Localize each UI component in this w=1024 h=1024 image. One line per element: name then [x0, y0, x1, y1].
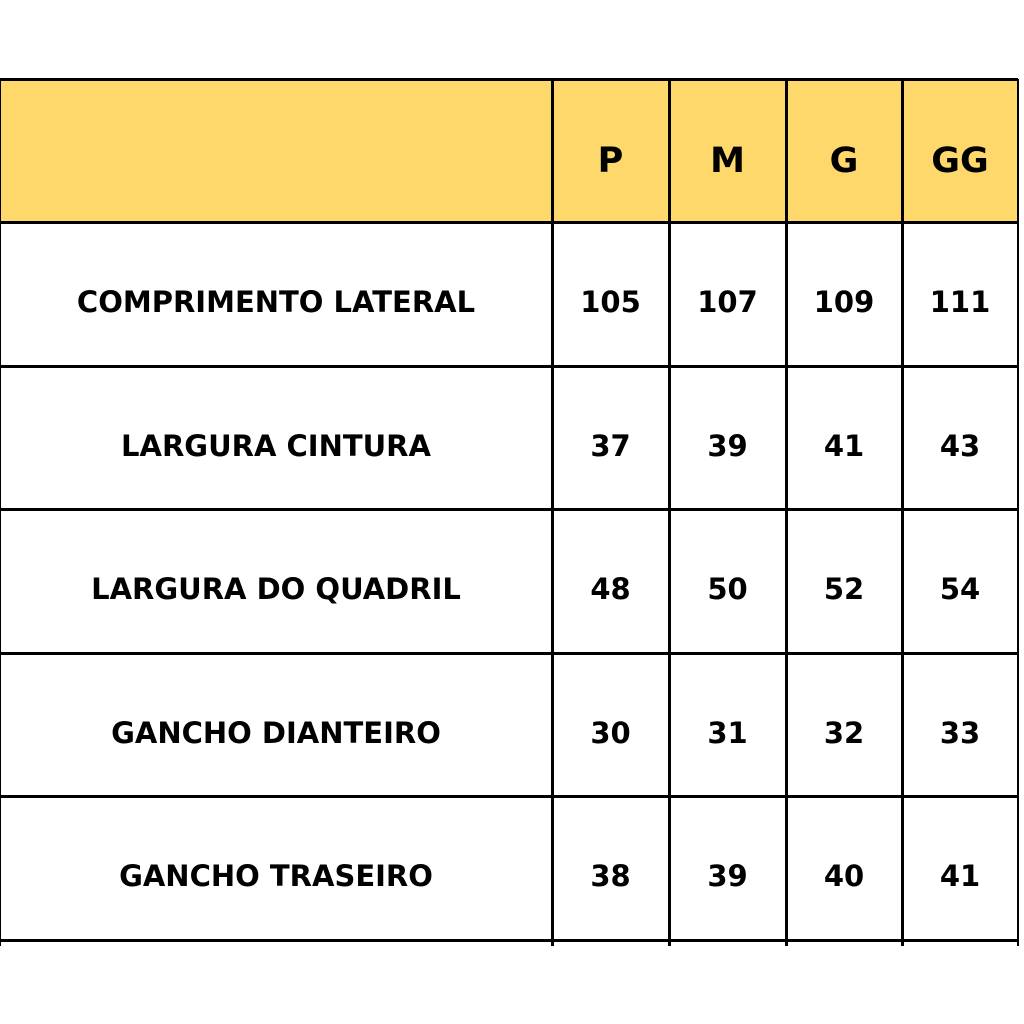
- column-header-m: M: [710, 140, 745, 181]
- table-cell: 50: [707, 572, 748, 606]
- table-cell: 39: [707, 428, 748, 463]
- table-cell: 33: [939, 715, 981, 750]
- table-cell: 39: [707, 859, 748, 893]
- grid-line-vertical: [0, 79, 1, 946]
- table-cell: 109: [813, 285, 875, 319]
- grid-line-horizontal: [0, 508, 1018, 511]
- table-cell: 52: [823, 572, 865, 606]
- column-header-gg: GG: [931, 140, 989, 181]
- table-cell: 31: [707, 715, 748, 750]
- grid-line-horizontal: [0, 795, 1018, 798]
- table-cell: 105: [580, 285, 641, 319]
- table-cell: 41: [939, 859, 981, 893]
- table-cell: 48: [590, 572, 631, 606]
- grid-line-vertical: [901, 79, 904, 946]
- grid-line-vertical: [785, 79, 788, 946]
- grid-line-horizontal: [0, 221, 1018, 224]
- row-label: GANCHO TRASEIRO: [119, 859, 433, 893]
- table-cell: 38: [590, 859, 631, 893]
- table-cell: 40: [823, 859, 865, 893]
- grid-line-vertical: [551, 79, 554, 946]
- grid-line-horizontal: [0, 78, 1018, 81]
- row-label: GANCHO DIANTEIRO: [111, 715, 441, 750]
- table-cell: 41: [823, 428, 865, 463]
- row-label: LARGURA DO QUADRIL: [91, 572, 461, 606]
- table-cell: 37: [590, 428, 631, 463]
- table-cell: 32: [823, 715, 865, 750]
- row-label: COMPRIMENTO LATERAL: [76, 285, 476, 319]
- column-header-p: P: [597, 140, 624, 181]
- table-cell: 111: [929, 285, 991, 319]
- grid-line-vertical: [668, 79, 671, 946]
- grid-line-horizontal: [0, 652, 1018, 655]
- table-cell: 43: [939, 428, 981, 463]
- table-header-row: [0, 79, 1018, 222]
- grid-line-vertical: [1017, 79, 1019, 946]
- table-cell: 30: [590, 715, 631, 750]
- grid-line-horizontal: [0, 939, 1018, 942]
- column-header-g: G: [829, 140, 859, 181]
- row-label: LARGURA CINTURA: [121, 428, 431, 463]
- table-cell: 54: [939, 572, 981, 606]
- table-cell: 107: [697, 285, 758, 319]
- grid-line-horizontal: [0, 365, 1018, 368]
